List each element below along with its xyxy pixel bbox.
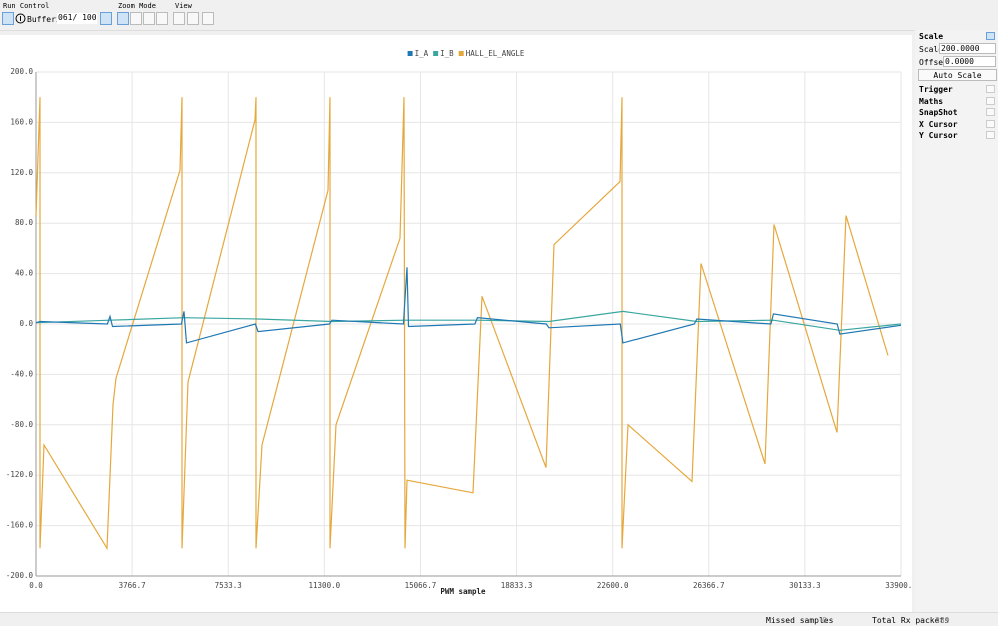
auto-scale-button[interactable]: Auto Scale (918, 69, 997, 81)
y-tick-label: 120.0 (10, 168, 33, 177)
legend-label: I_A (415, 49, 429, 58)
zoom-button[interactable] (117, 12, 129, 25)
x-tick-label: 22600.0 (597, 581, 629, 590)
scale-header: Scale (919, 32, 944, 41)
series-line (35, 267, 902, 344)
section-header[interactable]: X Cursor (919, 119, 958, 129)
view-button[interactable] (173, 12, 185, 25)
view-button[interactable] (202, 12, 214, 25)
x-tick-label: 26366.7 (693, 581, 725, 590)
play-button[interactable] (2, 12, 14, 25)
x-tick-label: 7533.3 (215, 581, 242, 590)
series-line (35, 97, 889, 551)
y-tick-label: -200.0 (6, 571, 34, 580)
x-tick-label: 15066.7 (405, 581, 437, 590)
legend-label: I_B (440, 49, 454, 58)
section-header[interactable]: Maths (919, 96, 944, 106)
link-button[interactable] (100, 12, 112, 25)
x-axis-label: PWM sample (440, 587, 486, 596)
zoom-mode-label: Zoom Mode (118, 2, 156, 10)
toolbar: Run Control Buffering 061/ 100 Zoom Mode… (0, 0, 998, 31)
run-once-icon[interactable] (15, 13, 26, 24)
y-tick-label: 40.0 (15, 269, 34, 278)
scale-label: Scale (919, 45, 944, 54)
legend-label: HALL_EL_ANGLE (466, 49, 525, 58)
rx-value: 389 (935, 616, 950, 625)
y-tick-label: -160.0 (6, 521, 34, 530)
expand-button[interactable] (986, 119, 995, 128)
rx-label: Total Rx packets (872, 616, 950, 625)
y-tick-label: 80.0 (15, 218, 34, 227)
offset-label: Offset (919, 58, 948, 67)
section-header[interactable]: Y Cursor (919, 131, 958, 140)
legend-swatch (433, 51, 439, 56)
chart: PWM sample -200.0 -160.0 -120.0 -80.0 -40.0 0… (0, 35, 912, 612)
side-panel: Scale Scale 200.0000 Offset 0.0000 Auto … (915, 30, 998, 612)
view-label: View (175, 2, 192, 10)
zoom-y-button[interactable] (143, 12, 155, 25)
scale-input[interactable]: 200.0000 (939, 43, 996, 54)
pan-button[interactable] (130, 12, 142, 25)
x-tick-label: 18833.3 (501, 581, 533, 590)
y-tick-label: -80.0 (10, 420, 33, 429)
x-tick-label: 30133.3 (789, 581, 821, 590)
view-button[interactable] (187, 12, 199, 25)
expand-button[interactable] (986, 96, 995, 105)
x-tick-label: 3766.7 (119, 581, 146, 590)
x-tick-label: 33900.0 (885, 581, 912, 590)
offset-input[interactable]: 0.0000 (943, 56, 996, 67)
buffering-label: Buffering (27, 15, 71, 24)
x-tick-label: 0.0 (29, 581, 43, 590)
y-tick-label: 0.0 (19, 319, 33, 328)
legend-swatch (458, 51, 464, 56)
x-tick-label: 11300.0 (309, 581, 341, 590)
expand-button[interactable] (986, 108, 995, 116)
buffer-count[interactable]: 061/ 100 (57, 13, 97, 24)
status-bar: Missed samples 0 Total Rx packets 389 (0, 612, 998, 626)
run-control-label: Run Control (3, 2, 50, 10)
y-tick-label: -120.0 (6, 470, 34, 479)
y-tick-label: 200.0 (10, 67, 33, 76)
section-header[interactable]: SnapShot (919, 108, 958, 117)
y-tick-label: -40.0 (10, 369, 33, 378)
missed-value: 0 (822, 616, 827, 625)
section-header[interactable]: Trigger (919, 85, 953, 94)
legend-swatch (407, 51, 413, 56)
expand-button[interactable] (986, 131, 995, 139)
expand-button[interactable] (986, 85, 995, 93)
missed-label: Missed samples (766, 616, 834, 625)
y-tick-label: 160.0 (10, 117, 33, 126)
collapse-button[interactable] (986, 32, 995, 40)
zoom-x-button[interactable] (156, 12, 168, 25)
